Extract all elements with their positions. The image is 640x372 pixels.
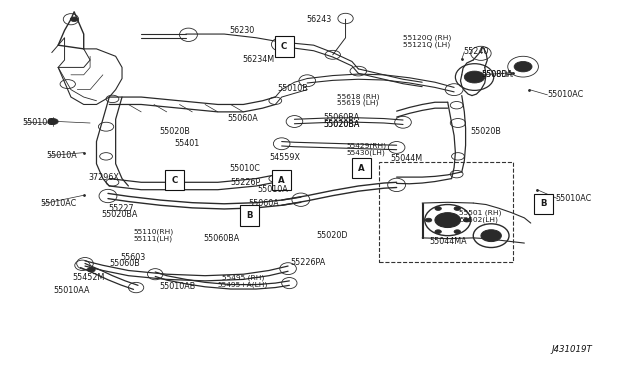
Text: J431019T: J431019T bbox=[551, 344, 592, 353]
Bar bbox=[240, 205, 259, 226]
Ellipse shape bbox=[519, 64, 527, 69]
Text: 55501 (RH): 55501 (RH) bbox=[460, 209, 502, 216]
Text: C: C bbox=[172, 176, 177, 185]
Text: 55495 (RH): 55495 (RH) bbox=[221, 275, 264, 281]
Bar bbox=[352, 158, 371, 179]
Text: 55010C: 55010C bbox=[22, 118, 53, 127]
Text: 55010AC: 55010AC bbox=[40, 199, 77, 208]
Text: 55226P: 55226P bbox=[230, 178, 261, 187]
Ellipse shape bbox=[464, 218, 470, 222]
Ellipse shape bbox=[514, 61, 532, 72]
Text: 55060BA: 55060BA bbox=[204, 234, 240, 243]
Text: 55060BA: 55060BA bbox=[323, 113, 360, 122]
Text: 55430(LH): 55430(LH) bbox=[347, 150, 386, 156]
Bar bbox=[275, 36, 294, 57]
Text: 55495+A(LH): 55495+A(LH) bbox=[218, 281, 268, 288]
Text: 56243: 56243 bbox=[306, 16, 332, 25]
Text: 55502(LH): 55502(LH) bbox=[460, 216, 498, 222]
Ellipse shape bbox=[454, 207, 461, 211]
Ellipse shape bbox=[469, 74, 479, 80]
Ellipse shape bbox=[481, 230, 501, 241]
Text: 55020BA: 55020BA bbox=[323, 120, 360, 129]
Ellipse shape bbox=[426, 218, 432, 222]
Text: 55020BA: 55020BA bbox=[102, 211, 138, 219]
Text: 37296X: 37296X bbox=[89, 173, 120, 182]
Text: 55044M: 55044M bbox=[390, 154, 422, 163]
Text: 56234M: 56234M bbox=[242, 55, 274, 64]
Text: 55020D: 55020D bbox=[316, 231, 348, 240]
Text: 55080A: 55080A bbox=[481, 70, 512, 79]
Text: 55010AA: 55010AA bbox=[53, 286, 90, 295]
Text: 55010A: 55010A bbox=[257, 185, 288, 194]
Text: 55020B: 55020B bbox=[159, 126, 190, 136]
Text: 55111(LH): 55111(LH) bbox=[134, 235, 173, 242]
Text: 55060B: 55060B bbox=[109, 259, 140, 268]
Text: 55060A: 55060A bbox=[248, 199, 279, 208]
Text: C: C bbox=[281, 42, 287, 51]
Text: 55618 (RH): 55618 (RH) bbox=[337, 93, 380, 100]
Text: 55619 (LH): 55619 (LH) bbox=[337, 100, 378, 106]
Text: 55401: 55401 bbox=[174, 139, 200, 148]
Text: 55020BA: 55020BA bbox=[323, 120, 360, 129]
Bar bbox=[534, 193, 553, 214]
Text: 55226PA: 55226PA bbox=[291, 258, 326, 267]
Text: B: B bbox=[246, 211, 253, 220]
Text: 55010AC: 55010AC bbox=[555, 194, 591, 203]
Ellipse shape bbox=[435, 207, 442, 211]
Text: 55010C: 55010C bbox=[229, 164, 260, 173]
Ellipse shape bbox=[442, 217, 454, 224]
Text: 55452M: 55452M bbox=[72, 273, 104, 282]
Ellipse shape bbox=[435, 230, 442, 234]
Text: A: A bbox=[358, 164, 365, 173]
Ellipse shape bbox=[88, 267, 95, 272]
Text: 55060A: 55060A bbox=[227, 114, 258, 123]
Ellipse shape bbox=[435, 213, 461, 228]
Text: 54559X: 54559X bbox=[269, 153, 300, 161]
Text: 55010AB: 55010AB bbox=[159, 282, 195, 291]
Text: 55240: 55240 bbox=[464, 47, 489, 56]
Text: 56230: 56230 bbox=[229, 26, 255, 35]
Text: 55603: 55603 bbox=[121, 253, 146, 262]
Text: B: B bbox=[540, 199, 547, 208]
Text: 55044MA: 55044MA bbox=[430, 237, 467, 246]
Text: 55429(RH): 55429(RH) bbox=[347, 143, 387, 149]
Text: 55010AC: 55010AC bbox=[547, 90, 584, 99]
Text: 55010A: 55010A bbox=[47, 151, 77, 160]
Text: 55110(RH): 55110(RH) bbox=[134, 229, 174, 235]
Text: 55121Q (LH): 55121Q (LH) bbox=[403, 42, 451, 48]
Ellipse shape bbox=[465, 71, 484, 83]
Bar bbox=[272, 170, 291, 190]
Bar bbox=[379, 162, 513, 262]
Text: 55120Q (RH): 55120Q (RH) bbox=[403, 35, 451, 41]
Ellipse shape bbox=[48, 119, 58, 125]
Ellipse shape bbox=[70, 17, 78, 22]
Bar bbox=[165, 170, 184, 190]
Ellipse shape bbox=[454, 230, 461, 234]
Text: 55020B: 55020B bbox=[470, 127, 502, 137]
Text: 5508ÐA: 5508ÐA bbox=[481, 70, 513, 79]
Text: 55227: 55227 bbox=[108, 204, 134, 213]
Text: 55010B: 55010B bbox=[278, 84, 308, 93]
Text: A: A bbox=[278, 176, 285, 185]
